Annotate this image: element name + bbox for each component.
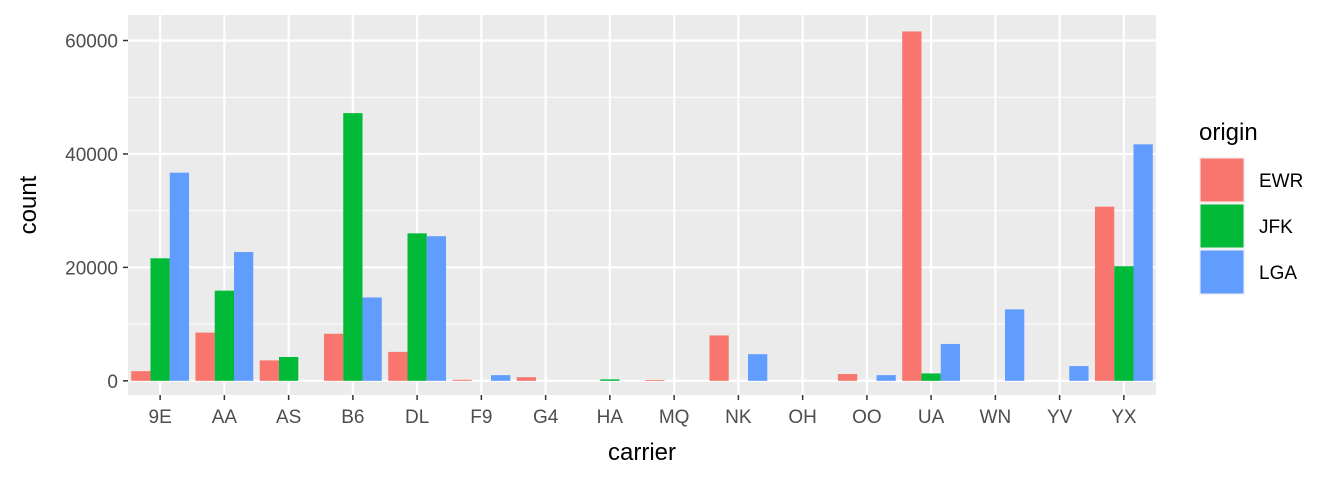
bar-jfk-dl bbox=[407, 233, 427, 381]
bar-jfk-aa bbox=[214, 290, 235, 381]
x-tick-label: YX bbox=[1111, 407, 1137, 428]
x-tick-label: NK bbox=[725, 407, 752, 428]
x-tick-label: WN bbox=[980, 407, 1012, 428]
bar-ewr-dl bbox=[388, 351, 408, 381]
x-tick-label: G4 bbox=[533, 407, 559, 428]
bar-lga-yv bbox=[1069, 366, 1089, 381]
y-tick-label: 60000 bbox=[65, 32, 118, 53]
bar-ewr-as bbox=[259, 360, 279, 381]
bar-ewr-ua bbox=[902, 31, 922, 381]
bar-ewr-nk bbox=[709, 335, 729, 381]
legend-label-ewr: EWR bbox=[1259, 171, 1303, 192]
bar-lga-oo bbox=[876, 375, 896, 381]
bar-lga-yx bbox=[1133, 144, 1153, 381]
legend-label-lga: LGA bbox=[1259, 263, 1297, 284]
y-axis-title: count bbox=[15, 175, 42, 234]
x-tick-label: AA bbox=[212, 407, 238, 428]
bar-jfk-9e bbox=[150, 258, 170, 381]
bar-jfk-ha bbox=[600, 379, 620, 381]
bar-ewr-oo bbox=[837, 374, 858, 381]
x-axis-title: carrier bbox=[608, 439, 676, 466]
bar-ewr-yx bbox=[1094, 206, 1115, 381]
x-tick-label: B6 bbox=[341, 407, 364, 428]
x-tick-label: UA bbox=[918, 407, 945, 428]
bar-ewr-aa bbox=[195, 332, 215, 381]
x-tick-label: HA bbox=[597, 407, 624, 428]
y-tick-label: 20000 bbox=[65, 258, 118, 279]
bar-jfk-b6 bbox=[343, 113, 363, 381]
bar-lga-ua bbox=[940, 343, 961, 381]
x-tick-label: F9 bbox=[470, 407, 492, 428]
x-tick-label: AS bbox=[276, 407, 301, 428]
legend-key-ewr bbox=[1200, 158, 1244, 202]
legend-title: origin bbox=[1199, 119, 1258, 146]
bar-ewr-9e bbox=[131, 371, 151, 381]
y-axis: 0 20000 40000 60000 bbox=[65, 32, 128, 393]
bar-lga-wn bbox=[1005, 309, 1025, 381]
x-tick-label: MQ bbox=[659, 407, 690, 428]
legend-key-jfk bbox=[1200, 204, 1244, 248]
legend-label-jfk: JFK bbox=[1259, 217, 1293, 238]
bar-jfk-as bbox=[278, 357, 299, 381]
y-tick-label: 0 bbox=[107, 372, 118, 393]
y-tick-label: 40000 bbox=[65, 145, 118, 166]
x-tick-label: OO bbox=[852, 407, 882, 428]
x-tick-label: 9E bbox=[149, 407, 172, 428]
bar-lga-b6 bbox=[362, 297, 382, 381]
x-tick-label: DL bbox=[405, 407, 429, 428]
bar-jfk-yx bbox=[1114, 266, 1134, 381]
bar-ewr-b6 bbox=[323, 333, 344, 381]
x-axis: 9E AA AS B6 DL F9 G4 HA MQ NK OH OO UA WN YV YX bbox=[149, 395, 1137, 428]
bar-jfk-ua bbox=[921, 373, 941, 381]
grid-minor bbox=[128, 96, 1156, 325]
plot-panel bbox=[128, 15, 1156, 395]
bars bbox=[131, 31, 1153, 381]
bar-lga-f9 bbox=[491, 375, 511, 381]
bar-lga-9e bbox=[169, 172, 190, 381]
bar-lga-dl bbox=[426, 236, 447, 381]
bar-ewr-g4 bbox=[516, 377, 536, 381]
legend: origin EWR JFK LGA bbox=[1199, 119, 1303, 295]
bar-lga-aa bbox=[234, 252, 254, 381]
bar-ewr-mq bbox=[645, 379, 665, 381]
bar-ewr-f9 bbox=[452, 379, 472, 381]
x-tick-label: OH bbox=[788, 407, 817, 428]
bar-lga-nk bbox=[748, 354, 768, 381]
x-tick-label: YV bbox=[1047, 407, 1073, 428]
legend-key-lga bbox=[1200, 250, 1244, 294]
